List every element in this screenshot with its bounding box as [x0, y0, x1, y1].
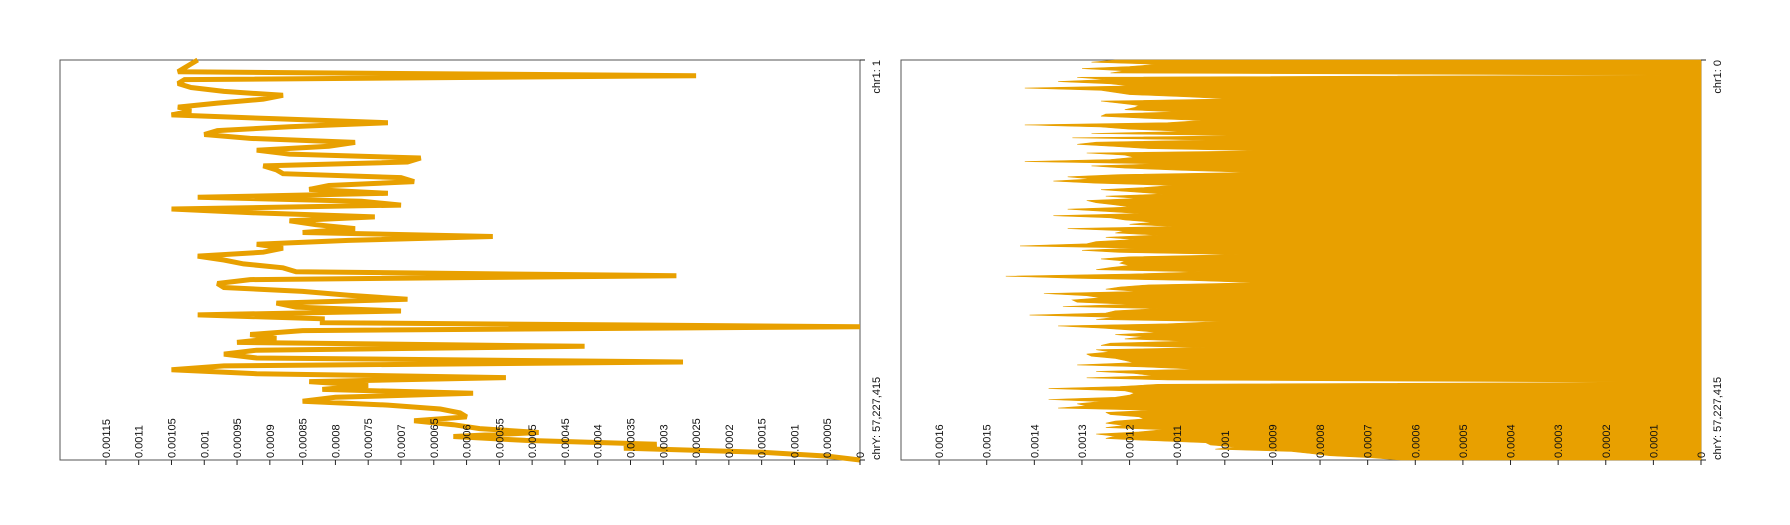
- right-panel-value-tick-label: 0.0013: [1077, 424, 1089, 458]
- left-panel-value-tick-label: 0.00025: [691, 418, 703, 458]
- left-panel-value-tick-label: 0: [855, 452, 867, 458]
- left-panel-value-tick-label: 0.00105: [166, 418, 178, 458]
- right-panel-value-tick-label: 0: [1696, 452, 1708, 458]
- left-panel-value-tick-label: 0.0002: [724, 424, 736, 458]
- right-panel-genome-start-label: chr1: 0: [1712, 60, 1724, 94]
- right-panel-value-tick-label: 0.0016: [934, 424, 946, 458]
- left-panel-value-tick-label: 0.00045: [560, 418, 572, 458]
- left-panel-value-tick-label: 0.0006: [462, 424, 474, 458]
- left-panel-value-tick-label: 0.0001: [789, 424, 801, 458]
- left-panel-value-tick-label: 0.0009: [265, 424, 277, 458]
- left-panel-value-tick-label: 0.0004: [593, 424, 605, 458]
- left-panel-line-series: [171, 57, 861, 463]
- right-panel-value-tick-label: 0.0006: [1410, 424, 1422, 458]
- right-panel-value-tick-label: 0.0007: [1363, 424, 1375, 458]
- left-panel-value-tick-label: 0.0007: [396, 424, 408, 458]
- left-panel-value-tick-label: 0.00115: [101, 419, 113, 458]
- right-panel-value-tick-label: 0.0008: [1315, 424, 1327, 458]
- right-panel-value-tick-label: 0.0001: [1648, 424, 1660, 458]
- right-panel-value-tick-label: 0.0003: [1553, 424, 1565, 458]
- left-panel-value-tick-label: 0.00065: [429, 418, 441, 458]
- left-panel-value-tick-label: 0.0003: [658, 424, 670, 458]
- left-panel-value-tick-label: 0.0008: [330, 424, 342, 458]
- right-panel-area-series: [1005, 59, 1702, 461]
- left-panel-value-tick-label: 0.0005: [527, 424, 539, 458]
- left-panel-genome-end-label: chrY: 57,227,415: [871, 377, 883, 460]
- right-panel-value-tick-label: 0.0014: [1029, 424, 1041, 458]
- right-panel-value-tick-label: 0.0005: [1458, 424, 1470, 458]
- left-panel-value-tick-label: 0.00015: [757, 418, 769, 458]
- left-panel-frame: [59, 59, 861, 461]
- right-panel-value-tick-label: 0.0015: [982, 424, 994, 458]
- right-panel-value-tick-label: 0.0002: [1601, 424, 1613, 458]
- left-panel-value-tick-label: 0.00075: [363, 418, 375, 458]
- left-panel-value-tick-label: 0.00035: [625, 418, 637, 458]
- left-panel-value-tick-label: 0.00085: [298, 418, 310, 458]
- right-panel-value-tick-label: 0.0009: [1267, 424, 1279, 458]
- right-panel-value-tick-label: 0.0004: [1506, 424, 1518, 458]
- left-panel-value-tick-label: 0.00055: [494, 418, 506, 458]
- right-panel-value-tick-label: 0.0011: [1172, 425, 1184, 458]
- left-panel-value-tick-label: 0.00005: [822, 418, 834, 458]
- left-panel-value-tick-label: 0.001: [199, 430, 211, 458]
- right-panel-value-tick-label: 0.001: [1220, 430, 1232, 458]
- right-panel-genome-end-label: chrY: 57,227,415: [1712, 377, 1724, 460]
- right-panel-value-tick-label: 0.0012: [1125, 424, 1137, 458]
- left-panel-genome-start-label: chr1: 1: [871, 60, 883, 94]
- left-panel-value-tick-label: 0.00095: [232, 418, 244, 458]
- left-panel-value-tick-label: 0.0011: [134, 425, 146, 458]
